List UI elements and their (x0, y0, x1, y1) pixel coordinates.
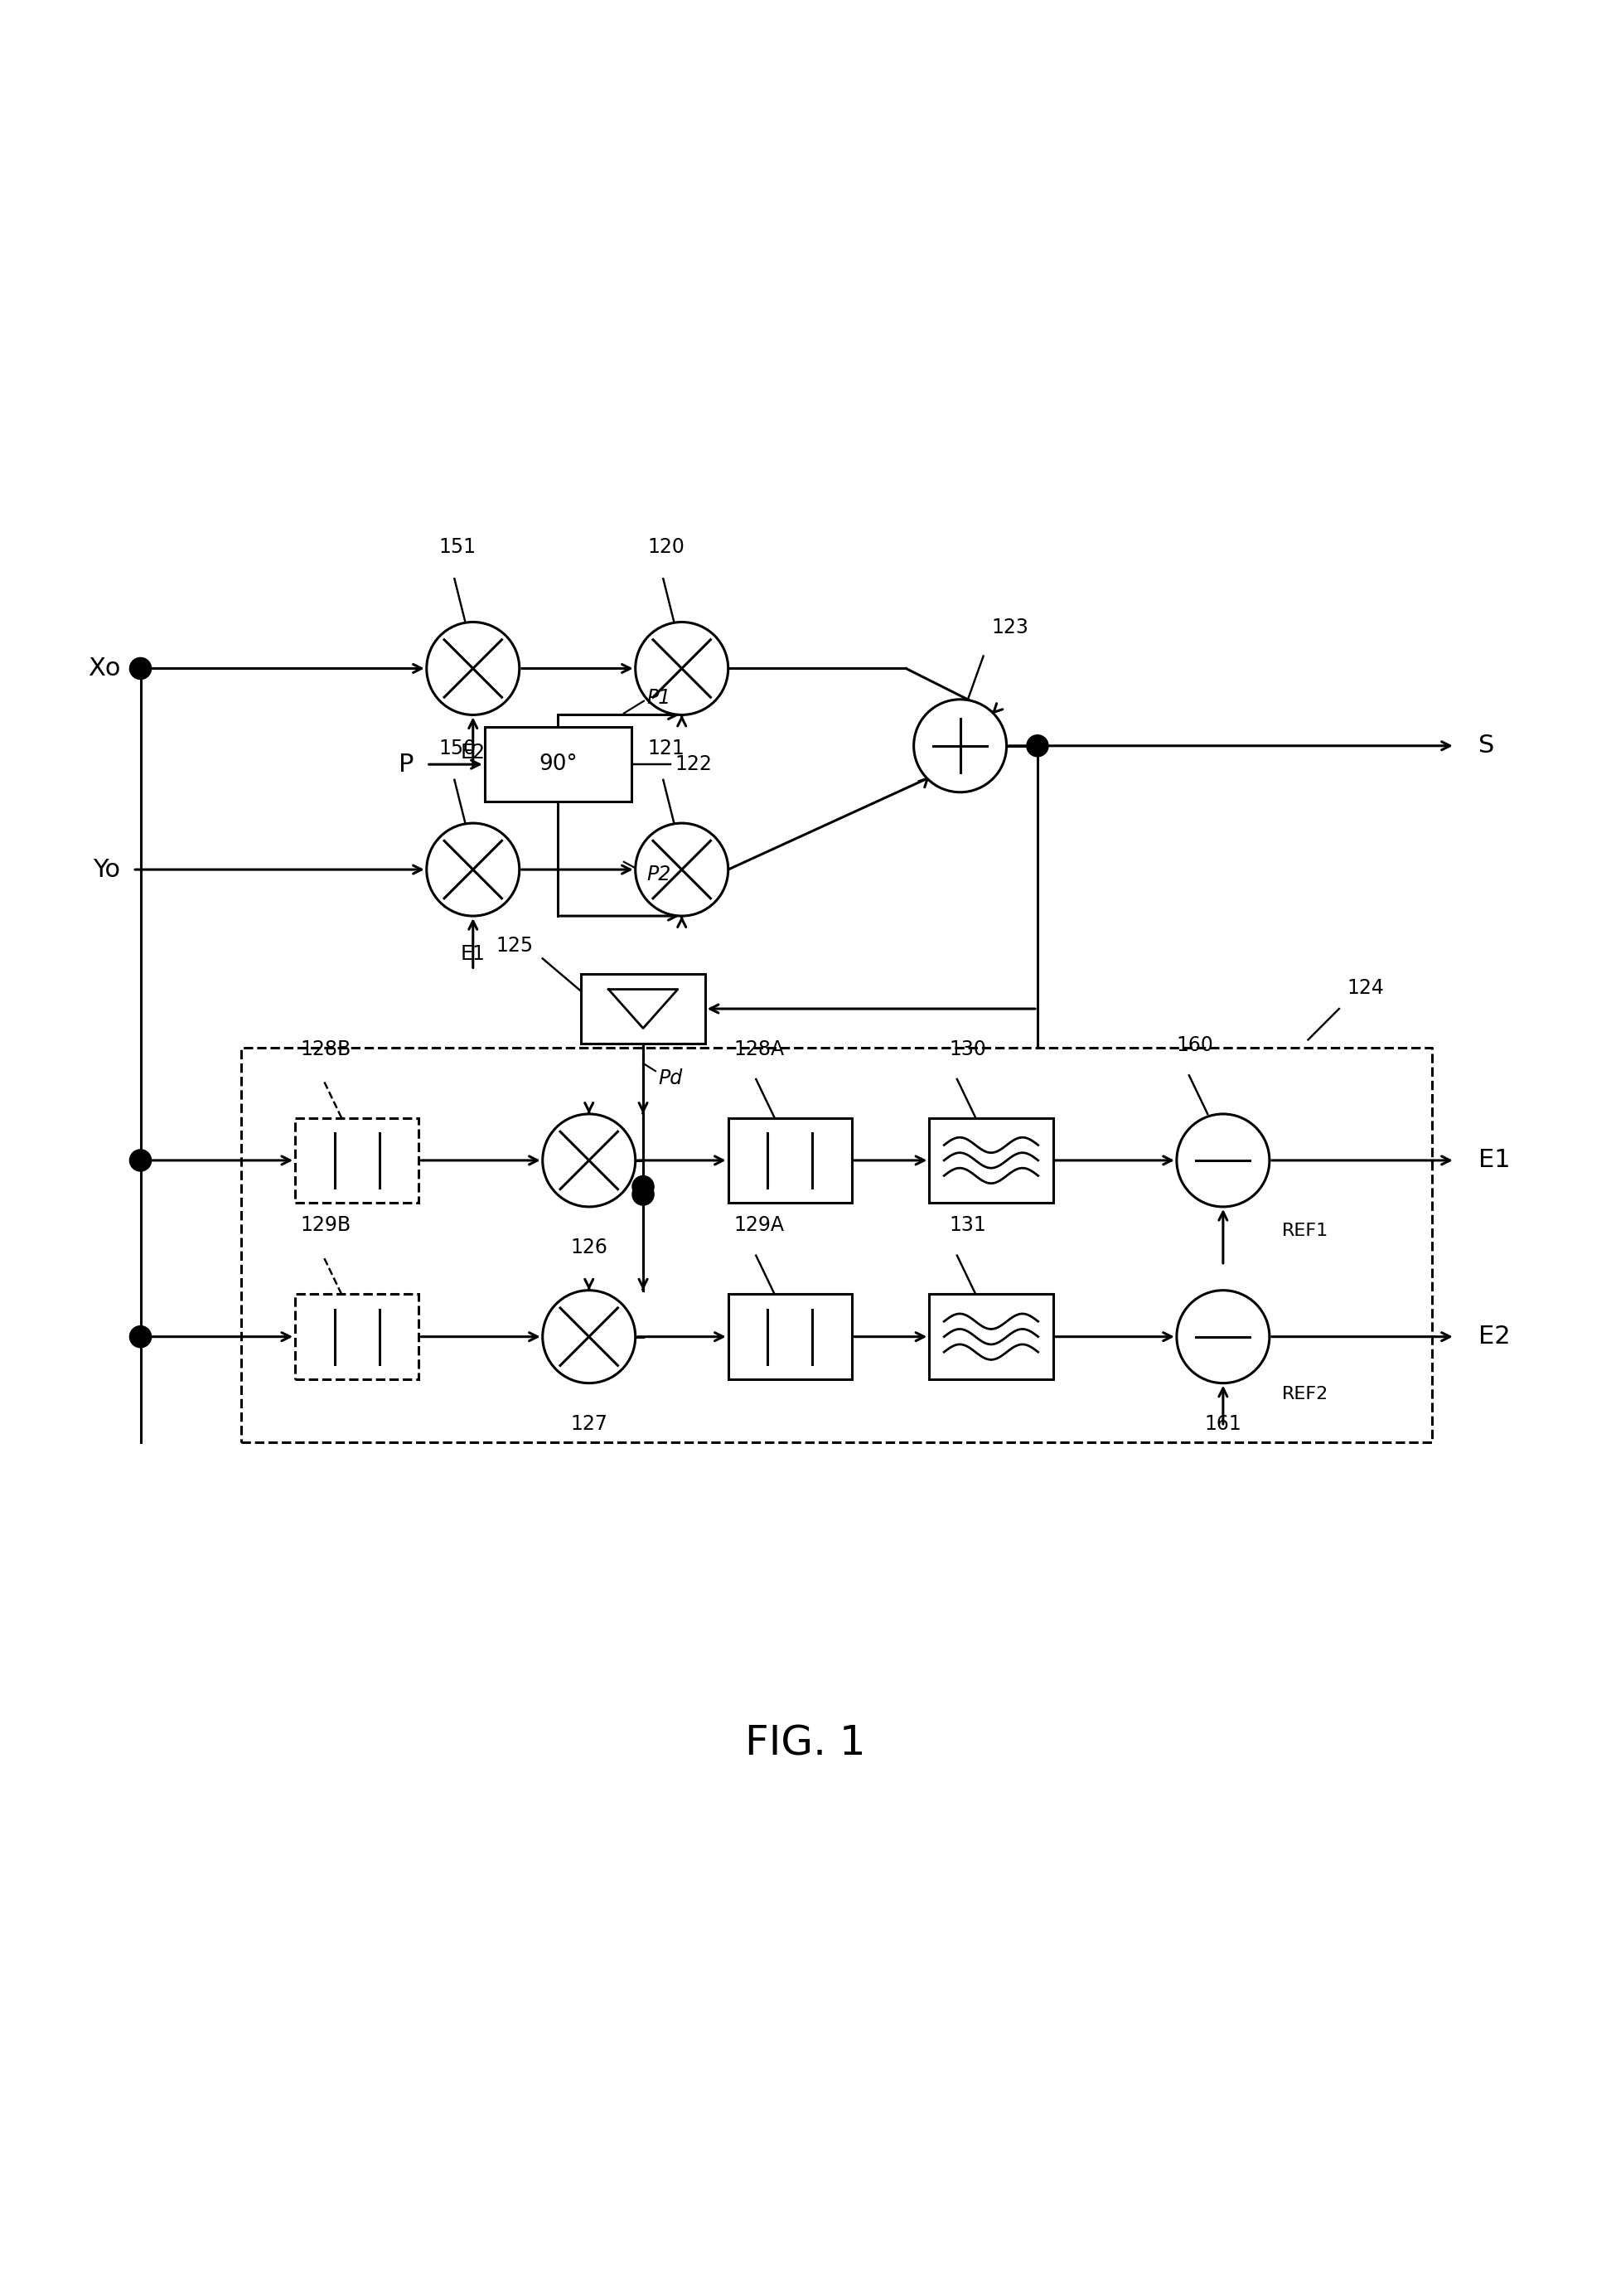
Text: 150: 150 (438, 739, 477, 758)
Text: 124: 124 (1347, 978, 1384, 999)
Text: P2: P2 (648, 863, 672, 884)
Circle shape (543, 1114, 635, 1208)
Circle shape (1026, 735, 1049, 758)
Circle shape (632, 1182, 654, 1205)
Text: 161: 161 (1205, 1414, 1242, 1435)
Text: 126: 126 (570, 1238, 607, 1258)
Text: E1: E1 (1479, 1148, 1510, 1173)
Text: 151: 151 (438, 537, 477, 558)
Circle shape (1176, 1114, 1269, 1208)
Circle shape (129, 1150, 151, 1171)
Text: REF2: REF2 (1282, 1387, 1329, 1403)
Text: Pd: Pd (659, 1070, 683, 1088)
Bar (295, 1118, 419, 1203)
Text: E2: E2 (1479, 1325, 1510, 1348)
Text: 123: 123 (991, 618, 1028, 638)
Circle shape (427, 824, 519, 916)
Text: REF1: REF1 (1282, 1221, 1329, 1240)
Circle shape (1176, 1290, 1269, 1382)
Bar (728, 1295, 852, 1380)
Text: 122: 122 (675, 755, 712, 774)
Text: 129B: 129B (301, 1215, 351, 1235)
Text: Xo: Xo (87, 657, 121, 680)
Bar (728, 1118, 852, 1203)
Circle shape (632, 1176, 654, 1199)
Text: 120: 120 (648, 537, 685, 558)
Bar (485, 728, 632, 801)
Circle shape (543, 1290, 635, 1382)
Text: 129A: 129A (735, 1215, 785, 1235)
Text: Yo: Yo (93, 856, 121, 882)
Text: 128A: 128A (733, 1040, 785, 1058)
Bar (930, 1295, 1054, 1380)
Text: 121: 121 (648, 739, 685, 758)
Text: 160: 160 (1176, 1035, 1213, 1056)
Text: P1: P1 (648, 689, 672, 707)
Circle shape (913, 700, 1007, 792)
Text: E2: E2 (461, 742, 485, 762)
Text: 90°: 90° (538, 753, 577, 776)
Text: P: P (400, 753, 414, 776)
Text: S: S (1479, 735, 1495, 758)
Text: 130: 130 (949, 1040, 986, 1058)
Text: 125: 125 (496, 937, 533, 955)
Circle shape (635, 622, 728, 714)
Circle shape (427, 622, 519, 714)
Bar (295, 1295, 419, 1380)
Circle shape (635, 824, 728, 916)
Text: FIG. 1: FIG. 1 (746, 1724, 865, 1763)
Text: 127: 127 (570, 1414, 607, 1435)
Text: 131: 131 (949, 1215, 986, 1235)
Circle shape (129, 1325, 151, 1348)
Text: 128B: 128B (301, 1040, 351, 1058)
Bar (930, 1118, 1054, 1203)
Circle shape (129, 657, 151, 680)
Bar (582, 974, 706, 1045)
Text: E1: E1 (461, 944, 485, 964)
